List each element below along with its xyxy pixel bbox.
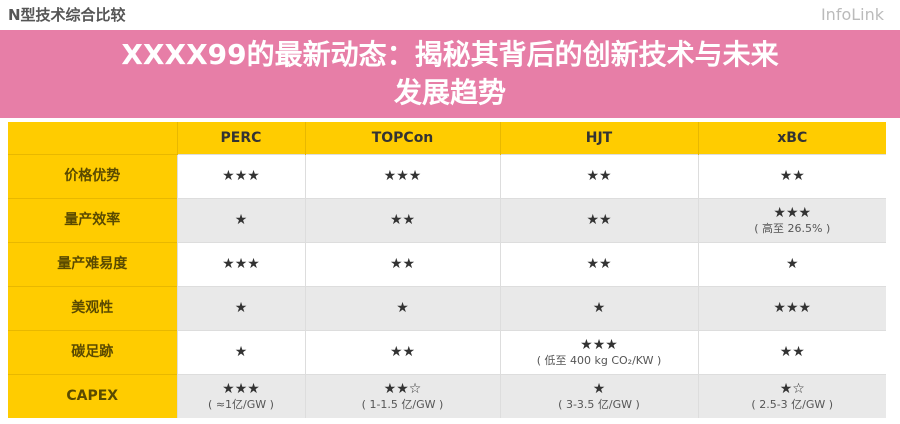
rating-cell: ★★ bbox=[304, 241, 500, 286]
banner-line-1: XXXX99的最新动态：揭秘其背后的创新技术与未来 bbox=[121, 38, 779, 71]
rating-cell: ★ bbox=[499, 285, 698, 330]
table-row: CAPEX ★★★( ≈1亿/GW ) ★★☆( 1-1.5 亿/GW ) ★( 3-… bbox=[8, 373, 886, 418]
banner-line-2: 发展趋势 bbox=[393, 76, 506, 109]
rating-cell: ★ bbox=[176, 285, 305, 330]
row-label: 碳足跡 bbox=[8, 329, 177, 374]
star-rating: ★★ bbox=[586, 255, 612, 272]
rating-cell: ★★ bbox=[304, 197, 500, 242]
star-rating: ★★☆ bbox=[383, 381, 422, 397]
rating-cell: ★★ bbox=[499, 241, 698, 286]
rating-cell: ★★ bbox=[697, 329, 886, 374]
rating-cell: ★★★ bbox=[176, 241, 305, 286]
row-label: 量产效率 bbox=[8, 197, 177, 242]
rating-cell: ★★★ bbox=[176, 153, 305, 198]
table-row: 量产难易度 ★★★ ★★ ★★ ★ bbox=[8, 241, 886, 286]
rating-cell: ★★★ bbox=[697, 285, 886, 330]
star-rating: ★★ bbox=[389, 211, 416, 228]
rating-cell: ★ bbox=[304, 285, 500, 330]
table-row: 美观性 ★ ★ ★ ★★★ bbox=[8, 285, 886, 330]
rating-note: ( ≈1亿/GW ) bbox=[208, 398, 274, 412]
watermark: InfoLink bbox=[820, 5, 884, 24]
rating-cell: ★ bbox=[176, 197, 305, 242]
rating-cell: ★★★( 高至 26.5% ) bbox=[697, 197, 886, 242]
rating-cell: ★★ bbox=[499, 197, 698, 242]
row-label: 量产难易度 bbox=[8, 241, 177, 286]
table-row: 价格优势 ★★★ ★★★ ★★ ★★ bbox=[8, 153, 886, 198]
rating-note: ( 2.5-3 亿/GW ) bbox=[751, 398, 834, 412]
rating-cell: ★★ bbox=[499, 153, 698, 198]
star-rating: ★★ bbox=[779, 167, 805, 184]
rating-cell: ★☆( 2.5-3 亿/GW ) bbox=[697, 373, 886, 418]
column-header: PERC bbox=[176, 122, 305, 154]
star-rating: ★ bbox=[592, 299, 606, 316]
star-rating: ★★ bbox=[586, 211, 612, 228]
star-rating: ★★★ bbox=[222, 167, 260, 184]
star-rating: ★ bbox=[234, 211, 248, 228]
row-label: CAPEX bbox=[8, 373, 177, 418]
rating-cell: ★★ bbox=[304, 329, 500, 374]
star-rating: ★★ bbox=[389, 343, 416, 360]
column-header: xBC bbox=[697, 122, 886, 154]
star-rating: ★★★ bbox=[222, 255, 260, 272]
rating-cell: ★ bbox=[176, 329, 305, 374]
table-row: 量产效率 ★ ★★ ★★ ★★★( 高至 26.5% ) bbox=[8, 197, 886, 242]
header-row: PERC TOPCon HJT xBC bbox=[8, 122, 886, 154]
comparison-table: PERC TOPCon HJT xBC 价格优势 ★★★ ★★★ ★★ ★★ 量产效率 ★ ★★ ★★… bbox=[8, 122, 886, 418]
star-rating: ★★★ bbox=[773, 204, 812, 221]
column-header: TOPCon bbox=[304, 122, 500, 154]
rating-cell: ★ bbox=[697, 241, 886, 286]
star-rating: ★ bbox=[234, 343, 248, 360]
row-label: 美观性 bbox=[8, 285, 177, 330]
rating-note: ( 低至 400 kg CO₂/KW ) bbox=[536, 353, 662, 367]
star-rating: ★ bbox=[592, 381, 606, 397]
table-row: 碳足跡 ★ ★★ ★★★( 低至 400 kg CO₂/KW ) ★★ bbox=[8, 329, 886, 374]
star-rating: ★☆ bbox=[779, 381, 805, 397]
column-header: HJT bbox=[499, 122, 698, 154]
star-rating: ★★★ bbox=[580, 336, 618, 353]
column-header bbox=[8, 122, 177, 154]
page-title: N型技术综合比较 bbox=[8, 6, 126, 24]
star-rating: ★ bbox=[234, 299, 248, 316]
star-rating: ★★★ bbox=[773, 299, 812, 316]
rating-cell: ★★★( 低至 400 kg CO₂/KW ) bbox=[499, 329, 698, 374]
rating-cell: ★★★ bbox=[304, 153, 500, 198]
star-rating: ★★ bbox=[586, 167, 612, 184]
star-rating: ★★ bbox=[389, 255, 416, 272]
rating-cell: ★★ bbox=[697, 153, 886, 198]
rating-note: ( 3-3.5 亿/GW ) bbox=[558, 398, 640, 412]
star-rating: ★ bbox=[785, 255, 799, 272]
star-rating: ★ bbox=[396, 299, 409, 316]
rating-cell: ★★★( ≈1亿/GW ) bbox=[176, 373, 305, 418]
rating-cell: ★★☆( 1-1.5 亿/GW ) bbox=[304, 373, 500, 418]
rating-note: ( 高至 26.5% ) bbox=[754, 221, 831, 235]
row-label: 价格优势 bbox=[8, 153, 177, 198]
star-rating: ★★★ bbox=[222, 381, 260, 397]
rating-note: ( 1-1.5 亿/GW ) bbox=[361, 398, 444, 412]
star-rating: ★★★ bbox=[383, 167, 422, 184]
headline-banner: XXXX99的最新动态：揭秘其背后的创新技术与未来 发展趋势 bbox=[0, 30, 900, 118]
star-rating: ★★ bbox=[779, 343, 805, 360]
rating-cell: ★( 3-3.5 亿/GW ) bbox=[499, 373, 698, 418]
